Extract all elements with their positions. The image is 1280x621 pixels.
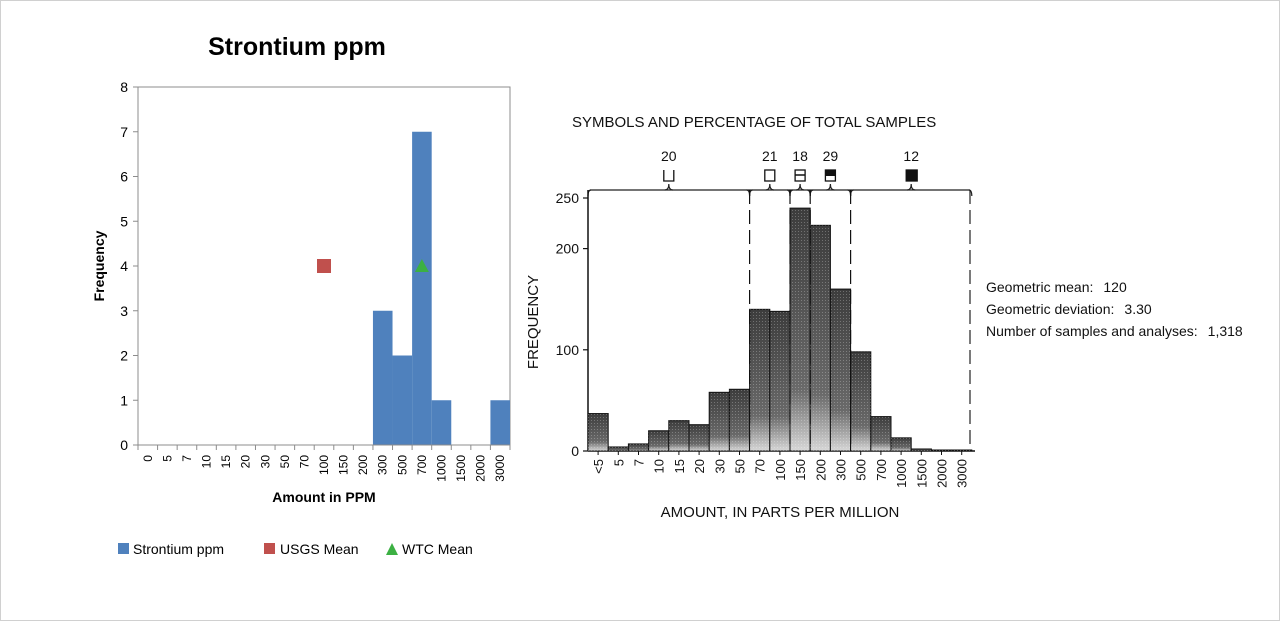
x-tick-label: 2000 [474,455,488,482]
legend-swatch-strontium [118,543,129,554]
x-tick-label: 1500 [454,455,468,482]
x-tick-label: 100 [317,455,331,475]
legend: Strontium ppm USGS Mean WTC Mean [118,541,473,557]
legend-label-wtc: WTC Mean [402,541,473,557]
x-axis-label: Amount in PPM [272,489,375,505]
x-tick-label: 10 [200,455,214,469]
x-tick-label: 70 [297,455,311,469]
x-tick-label: 200 [356,455,370,475]
usgs-mean-marker [317,259,331,273]
x-tick-label: 50 [278,455,292,469]
x-axis-ticks: 0 5 7 10 15 20 30 50 70 100 150 200 300 500 700 1000 150… [137,445,511,482]
x-tick-label: 15 [219,455,233,469]
y-tick-label: 6 [120,169,128,185]
bars [372,131,510,445]
mean-markers [317,259,429,273]
x-tick-label: 300 [376,455,390,475]
x-tick-label: 1000 [434,455,448,482]
x-tick-label: 150 [337,455,351,475]
y-tick-label: 2 [120,348,128,364]
bar-500 [392,355,413,445]
x-tick-label: 700 [415,455,429,475]
bar-300 [372,310,393,445]
bar-3000 [490,400,510,445]
y-tick-label: 0 [120,437,128,453]
x-tick-label: 7 [180,455,194,462]
y-tick-label: 8 [120,79,128,95]
wtc-mean-marker [414,259,429,272]
x-tick-label: 30 [258,455,272,469]
x-tick-label: 500 [395,455,409,475]
y-axis-label: Frequency [91,230,107,301]
x-tick-label: 3000 [493,455,507,482]
y-tick-label: 5 [120,213,128,229]
legend-label-usgs: USGS Mean [280,541,359,557]
y-axis-ticks: 0 1 2 3 4 5 6 7 8 [120,79,138,453]
y-tick-label: 7 [120,124,128,140]
x-tick-label: 5 [160,455,174,462]
y-tick-label: 3 [120,303,128,319]
x-tick-label: 20 [239,455,253,469]
legend-swatch-usgs [264,543,275,554]
chart-title: Strontium ppm [208,33,386,61]
legend-label-strontium: Strontium ppm [133,541,224,557]
y-tick-label: 4 [120,258,128,274]
legend-swatch-wtc [386,543,398,555]
bar-1000 [431,400,452,445]
bar-700 [412,131,432,445]
y-tick-label: 1 [120,392,128,408]
x-tick-label: 0 [141,455,155,462]
